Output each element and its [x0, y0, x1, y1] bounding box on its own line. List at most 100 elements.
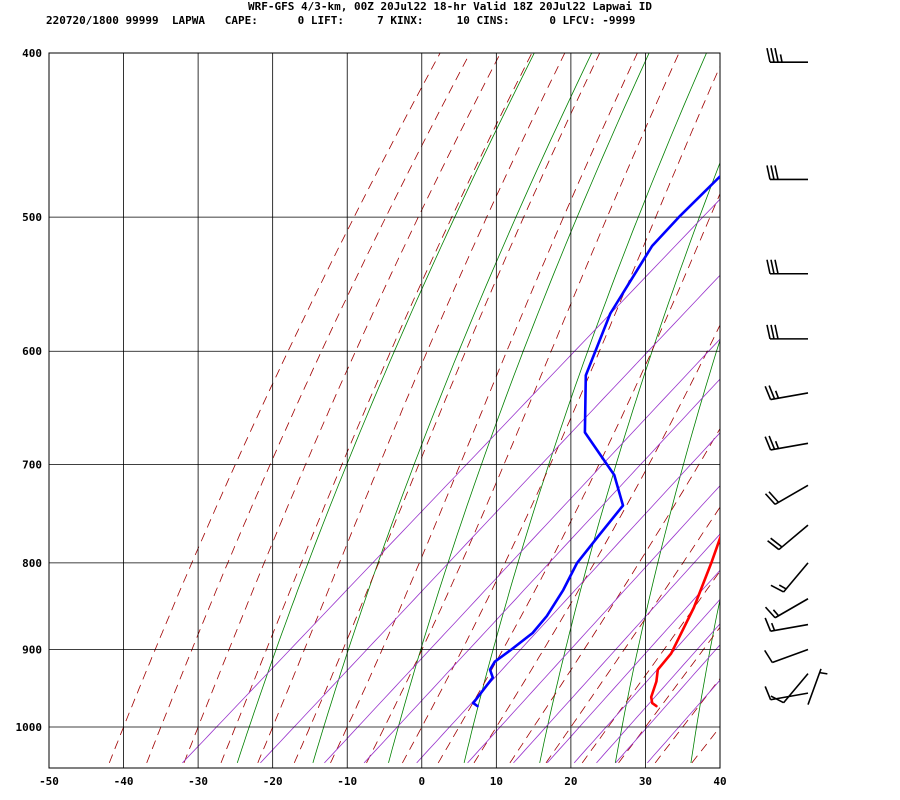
temperature-line	[649, 534, 720, 708]
wind-barb-flag	[768, 435, 776, 450]
wind-barb	[764, 648, 809, 664]
wind-barb-flag	[764, 617, 772, 632]
x-tick-label: 10	[490, 775, 503, 788]
moist-adiabat	[257, 53, 566, 764]
mixing-ratio-line	[416, 432, 720, 764]
wind-barb-half-flag	[770, 622, 776, 631]
moist-adiabat	[220, 53, 533, 764]
x-tick-label: 20	[564, 775, 577, 788]
dry-adiabat	[463, 53, 707, 763]
dry-adiabat	[236, 53, 535, 764]
wind-barb-staff	[782, 562, 809, 593]
wind-barb-staff	[770, 392, 809, 401]
moist-adiabat	[618, 626, 720, 764]
moist-adiabat	[509, 427, 720, 764]
wind-barb-flag	[764, 649, 773, 663]
background-lines	[108, 15, 900, 764]
wind-barb-staff	[778, 524, 809, 551]
wind-barb-flag	[768, 491, 780, 503]
moist-adiabat	[146, 53, 471, 764]
dry-adiabat	[767, 15, 900, 763]
mixing-ratio-line	[324, 338, 720, 764]
mixing-ratio-line	[260, 274, 720, 764]
x-tick-label: -20	[263, 775, 283, 788]
wind-barb-flag	[770, 259, 775, 274]
wind-barb	[770, 562, 809, 593]
wind-barb-flag	[764, 606, 776, 619]
sounding-indices: 220720/1800 99999 LAPWA CAPE: 0 LIFT: 7 …	[46, 14, 636, 27]
wind-barb	[770, 673, 809, 704]
wind-barb-staff	[770, 692, 809, 701]
moist-adiabat	[691, 726, 720, 764]
pressure-tick-label: 600	[22, 345, 42, 358]
x-tick-label: -10	[337, 775, 357, 788]
wind-barb-half-flag	[779, 54, 783, 63]
mixing-ratio-line	[182, 198, 720, 764]
sounding-profiles	[471, 174, 720, 708]
chart-title: WRF-GFS 4/3-km, 00Z 20Jul22 18-hr Valid …	[248, 0, 652, 13]
moist-adiabat	[402, 65, 720, 764]
pressure-tick-label: 500	[22, 211, 42, 224]
wind-barb-flag	[774, 324, 779, 340]
mixing-ratio-line	[647, 679, 720, 764]
wind-barb-flag	[766, 324, 771, 340]
wind-barb-flag	[764, 493, 776, 505]
x-tick-label: 0	[418, 775, 425, 788]
wind-barb-staff	[774, 598, 809, 619]
wind-barb-staff	[782, 673, 809, 704]
wind-barb-flag	[770, 537, 783, 548]
moist-adiabat	[293, 53, 601, 764]
wind-barb-staff	[772, 648, 809, 664]
dry-adiabat	[388, 53, 650, 764]
wind-barb-staff	[774, 484, 809, 506]
wind-barb-flag	[766, 165, 771, 180]
wind-barb-flag	[774, 259, 779, 274]
wind-barb-half-flag	[819, 671, 828, 675]
wind-barb	[766, 324, 808, 340]
wind-barb-staff	[807, 668, 822, 705]
wind-barb-staff	[770, 442, 809, 451]
moist-adiabat	[581, 570, 720, 764]
dry-adiabat	[539, 161, 720, 763]
wind-barb-flag	[766, 47, 771, 63]
wind-barb	[807, 668, 828, 705]
wind-barb	[766, 259, 808, 275]
wind-barb-half-flag	[778, 584, 787, 590]
x-tick-label: -50	[39, 775, 59, 788]
wind-barb	[766, 165, 808, 181]
wind-barb-flag	[770, 165, 775, 180]
dry-adiabat	[690, 597, 720, 763]
wind-barb-flag	[764, 686, 772, 701]
dry-adiabat	[842, 15, 900, 763]
x-tick-label: 40	[713, 775, 726, 788]
wind-barb	[764, 617, 809, 632]
wind-barb-staff	[770, 623, 809, 632]
dewpoint-line	[471, 174, 720, 708]
grid-lines	[48, 52, 721, 768]
wind-barb-flag	[766, 259, 771, 274]
x-tick-label: 30	[639, 775, 652, 788]
wind-barbs	[764, 47, 828, 705]
mixing-ratio-line	[363, 378, 720, 764]
moist-adiabat	[366, 53, 680, 764]
pressure-tick-label: 400	[22, 47, 42, 60]
x-tick-label: -40	[114, 775, 134, 788]
moist-adiabat	[654, 677, 720, 764]
wind-barb-flag	[770, 47, 775, 63]
moist-adiabat	[330, 53, 638, 764]
mixing-ratio-line	[513, 533, 720, 764]
mixing-ratio-line	[596, 623, 720, 764]
wind-barb-flag	[770, 695, 784, 704]
wind-barb	[764, 686, 809, 701]
moist-adiabat	[108, 53, 441, 764]
wind-barb-half-flag	[774, 390, 780, 399]
pressure-tick-labels: 400 500 600 700 800 900 1000	[16, 47, 43, 734]
wind-barb-flag	[770, 584, 784, 593]
wind-barb	[764, 598, 809, 619]
moist-adiabat	[473, 324, 720, 764]
plot-border	[48, 52, 721, 769]
wind-barb-flag	[764, 436, 772, 451]
wind-barb-flag	[774, 47, 779, 63]
moist-adiabat	[437, 192, 720, 764]
